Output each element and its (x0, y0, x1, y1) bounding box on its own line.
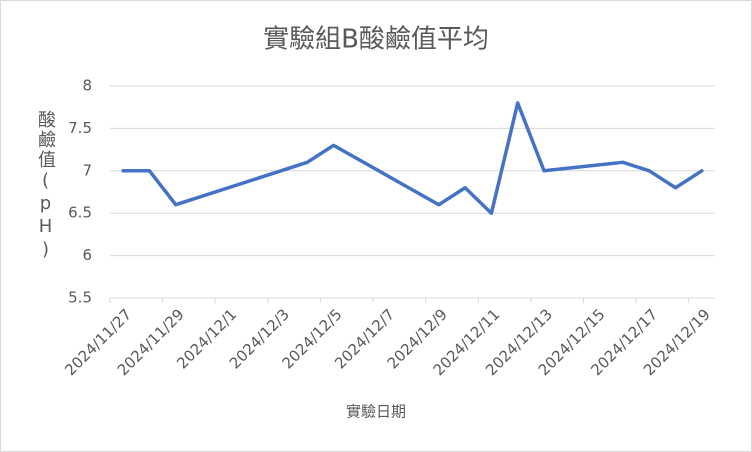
x-axis-title: 實驗日期 (346, 403, 406, 421)
y-axis-title: 酸鹼值(pH) (35, 110, 56, 262)
chart-title: 實驗組B酸鹼值平均 (263, 25, 489, 55)
y-tick-label: 7.5 (68, 119, 92, 137)
data-line (121, 101, 704, 215)
y-tick-label: 7 (82, 161, 92, 179)
y-tick-label: 8 (82, 77, 92, 95)
y-tick-label: 6 (82, 246, 92, 264)
y-tick-label: 5.5 (68, 289, 92, 307)
y-tick-label: 6.5 (68, 204, 92, 222)
